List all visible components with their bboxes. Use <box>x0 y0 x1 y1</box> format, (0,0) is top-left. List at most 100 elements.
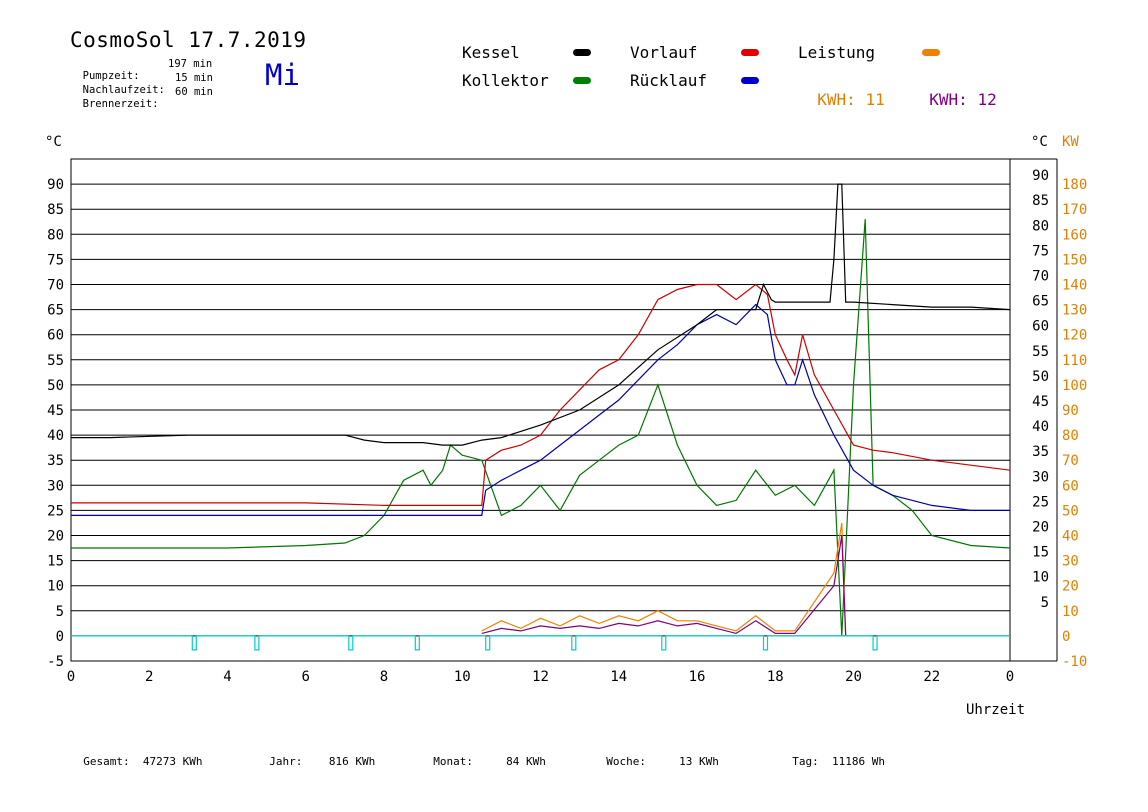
x-tick-label: 0 <box>67 669 75 685</box>
x-tick-label: 16 <box>689 669 706 685</box>
footer-label: Gesamt: <box>83 755 130 768</box>
y-axis-right2: -10 0 10 20 30 40 50 60 70 80 90 100 110 120 130 140 150… <box>1062 177 1087 670</box>
kwh1-label: KWH: <box>817 90 856 109</box>
y-axis-left: -5 0 5 10 15 20 25 30 35 40 45 50 55 60 65 70 75 80 85 90 <box>47 177 64 670</box>
footer-jahr: Jahr: 816 KWh <box>256 742 375 768</box>
weekday-label: Mi <box>265 58 300 92</box>
y-tick-label-right2: 170 <box>1062 202 1087 218</box>
y-tick-label-left: 75 <box>47 252 64 268</box>
legend-leistung-swatch <box>922 49 940 56</box>
y-tick-label-right: 80 <box>1032 218 1049 234</box>
y-tick-label-right: 65 <box>1032 294 1049 310</box>
y-tick-label-left: 35 <box>47 453 64 469</box>
kwh1-value: 11 <box>865 90 885 109</box>
y-tick-label-right: 35 <box>1032 444 1049 460</box>
y-tick-label-right: 85 <box>1032 193 1049 209</box>
legend-vorlauf-label: Vorlauf <box>630 43 698 62</box>
x-tick-label: 18 <box>767 669 784 685</box>
y-tick-label-right: 75 <box>1032 243 1049 259</box>
stat-nachlaufzeit: Nachlaufzeit: 15 min <box>70 72 213 96</box>
legend-kollektor-swatch <box>573 77 591 84</box>
y-tick-label-right: 45 <box>1032 394 1049 410</box>
x-tick-label: 10 <box>454 669 471 685</box>
y-tick-label-right2: 60 <box>1062 478 1079 494</box>
legend-kollektor-label: Kollektor <box>462 71 549 90</box>
y-tick-label-right2: 70 <box>1062 453 1079 469</box>
y-tick-label-left: 0 <box>56 629 64 645</box>
footer-label: Monat: <box>433 755 473 768</box>
footer-label: Tag: <box>792 755 819 768</box>
y-tick-label-right: 10 <box>1032 570 1049 586</box>
y-tick-label-right2: 30 <box>1062 554 1079 570</box>
y-tick-label-left: 20 <box>47 529 64 545</box>
y-tick-label-right2: 180 <box>1062 177 1087 193</box>
stat-label: Nachlaufzeit: <box>82 84 165 96</box>
y-axis-right2-unit: KW <box>1062 134 1079 150</box>
y-tick-label-left: 15 <box>47 554 64 570</box>
kwh2-label: KWH: <box>929 90 968 109</box>
y-tick-label-right2: 90 <box>1062 403 1079 419</box>
footer-value: 11186 Wh <box>832 755 885 768</box>
footer-tag: Tag: 11186 Wh <box>779 742 885 768</box>
y-tick-label-right: 20 <box>1032 520 1049 536</box>
stat-value: 15 min <box>175 72 213 84</box>
footer-value: 13 KWh <box>679 755 719 768</box>
y-tick-label-right2: 10 <box>1062 604 1079 620</box>
series-group <box>71 183 1011 651</box>
y-tick-label-right: 55 <box>1032 344 1049 360</box>
y-tick-label-right2: 120 <box>1062 328 1087 344</box>
x-tick-label: 8 <box>380 669 388 685</box>
stat-brennerzeit: Brennerzeit: 60 min <box>70 86 213 110</box>
y-tick-label-left: 40 <box>47 428 64 444</box>
y-tick-label-left: 90 <box>47 177 64 193</box>
y-tick-label-left: 85 <box>47 202 64 218</box>
y-tick-label-right2: 140 <box>1062 278 1087 294</box>
series-line-kwh <box>481 535 847 636</box>
footer-value: 84 KWh <box>506 755 546 768</box>
y-axis-right: 5 10 15 20 25 30 35 40 45 50 55 60 65 70 75 80 85 90 <box>1032 168 1049 611</box>
footer-label: Jahr: <box>269 755 303 768</box>
x-axis: 0 2 4 6 8 10 12 14 16 18 20 22 0 <box>67 669 1014 685</box>
series-line-kessel <box>71 183 1011 446</box>
footer-value: 816 KWh <box>328 755 376 768</box>
stat-label: Pumpzeit: <box>82 70 140 82</box>
y-tick-label-left: -5 <box>47 654 64 670</box>
y-tick-label-right2: -10 <box>1062 654 1087 670</box>
y-axis-left-unit: °C <box>45 134 62 150</box>
y-tick-label-right: 50 <box>1032 369 1049 385</box>
y-axis-right-unit: °C <box>1031 134 1048 150</box>
y-tick-label-right: 60 <box>1032 319 1049 335</box>
stat-value: 197 min <box>168 58 213 70</box>
y-tick-label-right2: 20 <box>1062 579 1079 595</box>
y-tick-label-left: 30 <box>47 478 64 494</box>
legend-ruecklauf-label: Rücklauf <box>630 71 708 90</box>
x-tick-label: 2 <box>145 669 153 685</box>
y-tick-label-right2: 50 <box>1062 503 1079 519</box>
y-tick-label-left: 10 <box>47 579 64 595</box>
y-tick-label-left: 80 <box>47 227 64 243</box>
y-tick-label-left: 65 <box>47 303 64 319</box>
y-tick-label-right: 90 <box>1032 168 1049 184</box>
y-tick-label-right2: 100 <box>1062 378 1087 394</box>
series-line-vorlauf <box>71 283 1011 506</box>
y-tick-label-left: 55 <box>47 353 64 369</box>
x-axis-label: Uhrzeit <box>966 702 1025 718</box>
y-tick-label-right2: 150 <box>1062 252 1087 268</box>
y-tick-label-left: 25 <box>47 503 64 519</box>
legend-leistung-label: Leistung <box>798 43 876 62</box>
y-tick-label-right2: 160 <box>1062 227 1087 243</box>
y-tick-label-left: 70 <box>47 278 64 294</box>
y-tick-label-left: 50 <box>47 378 64 394</box>
stat-label: Brennerzeit: <box>82 98 159 110</box>
stat-value: 60 min <box>175 86 213 98</box>
y-tick-label-right2: 130 <box>1062 303 1087 319</box>
legend-ruecklauf-swatch <box>741 77 759 84</box>
footer-woche: Woche: 13 KWh <box>593 742 719 768</box>
series-line-pumpe <box>71 635 1010 651</box>
x-tick-label: 4 <box>223 669 231 685</box>
x-tick-label: 0 <box>1006 669 1014 685</box>
y-tick-label-right2: 110 <box>1062 353 1087 369</box>
y-tick-label-right: 5 <box>1041 595 1049 611</box>
y-tick-label-right: 40 <box>1032 419 1049 435</box>
footer-label: Woche: <box>606 755 646 768</box>
